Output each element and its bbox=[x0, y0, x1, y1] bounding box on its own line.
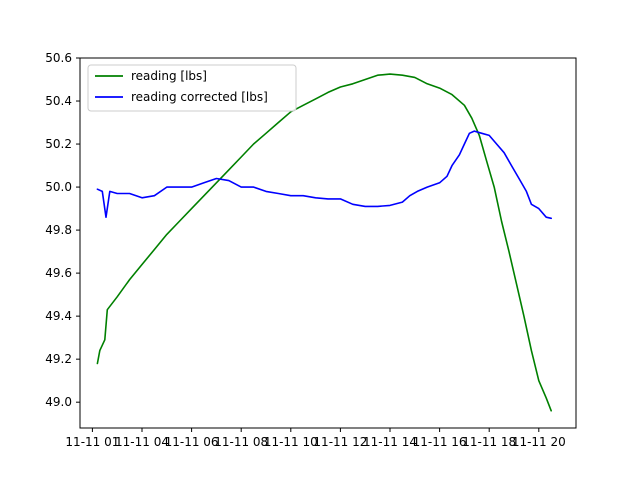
x-tick-label: 11-11 12 bbox=[313, 435, 367, 449]
plot-frame bbox=[79, 57, 577, 429]
x-tick-label: 11-11 16 bbox=[413, 435, 467, 449]
y-axis-ticks: 49.0 49.2 49.4 49.6 49.8 50.0 50.2 50.4 50.6 bbox=[45, 51, 80, 409]
x-tick-label: 11-11 10 bbox=[264, 435, 318, 449]
plot-area bbox=[80, 58, 576, 428]
y-tick-label: 49.6 bbox=[45, 266, 72, 280]
y-tick-label: 50.0 bbox=[45, 180, 72, 194]
legend-label-reading: reading [lbs] bbox=[131, 69, 207, 83]
y-tick-label: 50.2 bbox=[45, 137, 72, 151]
legend-box bbox=[87, 64, 297, 112]
y-tick-label: 49.2 bbox=[45, 352, 72, 366]
x-tick-label: 11-11 08 bbox=[214, 435, 268, 449]
series-line-reading bbox=[96, 73, 553, 412]
series-layer bbox=[96, 73, 553, 412]
series-line-reading-corrected bbox=[96, 130, 553, 220]
y-tick-label: 49.4 bbox=[45, 309, 72, 323]
x-tick-label: 11-11 04 bbox=[115, 435, 169, 449]
y-tick-label: 49.8 bbox=[45, 223, 72, 237]
x-tick-label: 11-11 06 bbox=[165, 435, 219, 449]
y-tick-label: 50.6 bbox=[45, 51, 72, 65]
legend-label-reading-corrected: reading corrected [lbs] bbox=[131, 90, 268, 104]
x-tick-label: 11-11 18 bbox=[462, 435, 516, 449]
x-tick-label: 11-11 14 bbox=[363, 435, 417, 449]
x-tick-label: 11-11 01 bbox=[65, 435, 119, 449]
x-tick-label: 11-11 20 bbox=[512, 435, 566, 449]
legend: reading [lbs] reading corrected [lbs] bbox=[87, 64, 297, 112]
y-tick-label: 49.0 bbox=[45, 395, 72, 409]
y-tick-label: 50.4 bbox=[45, 94, 72, 108]
